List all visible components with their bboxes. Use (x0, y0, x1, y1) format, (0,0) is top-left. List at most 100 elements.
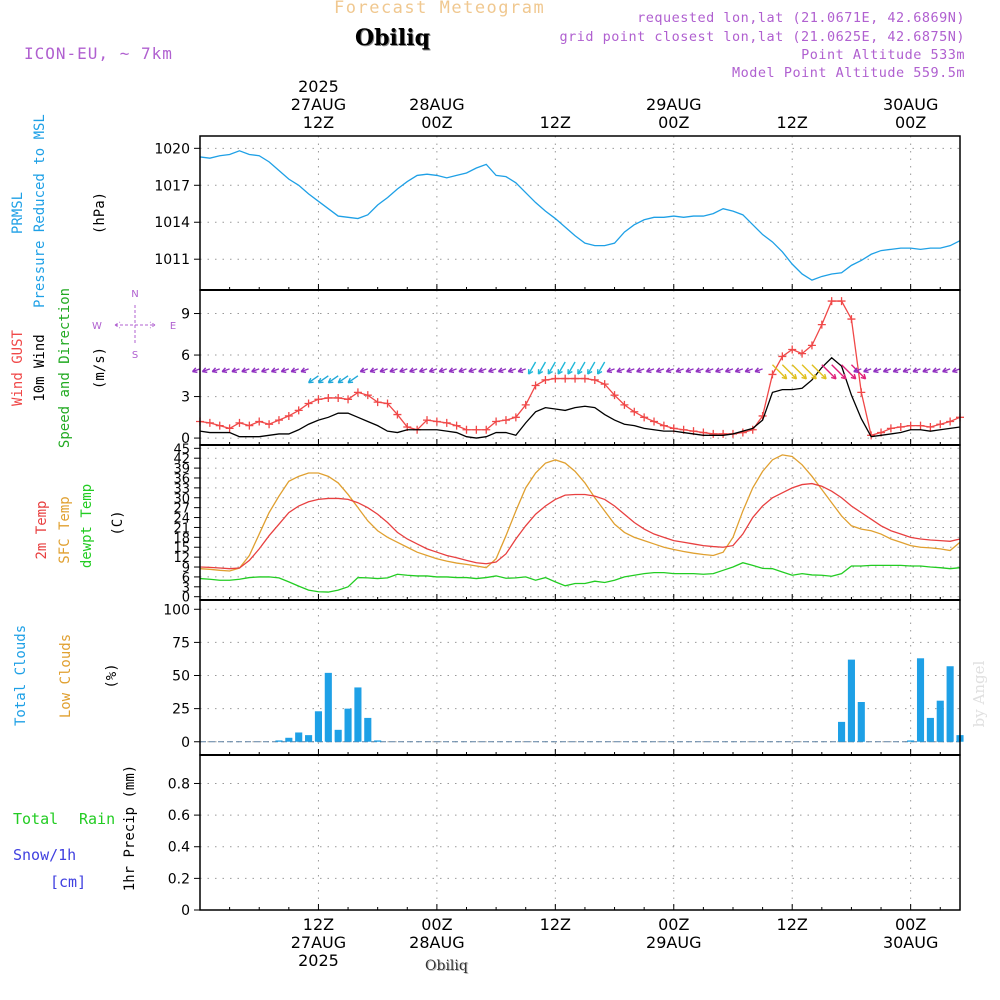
y-tick-label: 1014 (154, 215, 190, 231)
wind-arrow-head (347, 377, 354, 384)
gust-marker (867, 431, 876, 440)
wind-arrow-head (418, 367, 425, 374)
cloud-bar (344, 708, 352, 742)
wind-arrow-head (527, 369, 534, 375)
wind-arrow-head (932, 367, 938, 374)
series-line-pressure (199, 150, 961, 281)
panel-precipitation: 0 0.2 0.4 0.6 0.8 (168, 754, 961, 919)
compass-rose (114, 305, 156, 345)
panel-frame (199, 754, 961, 911)
wind-arrow (587, 361, 596, 375)
wind-arrow-head (221, 367, 228, 374)
bottom-axis-label: 27AUG (291, 933, 346, 952)
wind-arrow-head (300, 367, 307, 374)
chart-title: Forecast Meteogram (334, 0, 546, 18)
wind-arrow-head (744, 367, 751, 374)
gust-marker (324, 393, 333, 402)
gust-marker (906, 421, 915, 430)
gust-marker (383, 399, 392, 408)
series-line-2m-temp (199, 482, 961, 570)
y-tick-label: 6 (181, 348, 190, 364)
wind-arrow-head (547, 369, 553, 375)
wind-arrow-head (201, 367, 208, 374)
gust-marker (304, 399, 313, 408)
gust-marker (492, 417, 501, 426)
wind-arrow-head (892, 367, 899, 374)
wind-arrow-head (517, 367, 524, 374)
gust-marker (462, 425, 471, 434)
cloud-bar (324, 672, 332, 742)
gust-marker (946, 417, 955, 426)
wind-arrow (347, 375, 359, 384)
gust-marker (827, 297, 836, 306)
gust-marker (640, 413, 649, 422)
y-tick-label: 25 (172, 702, 190, 718)
wind-arrow-head (497, 367, 504, 374)
snow-label: Snow/1h (13, 846, 77, 864)
y-tick-label: 39 (173, 462, 190, 477)
footer-location: Obiliq (425, 958, 468, 974)
wind-arrow-head (695, 367, 701, 374)
wind-arrow-head (307, 377, 314, 384)
top-axis-label: 27AUG (291, 95, 346, 114)
wind-arrow (567, 361, 576, 375)
wind-arrow-head (577, 369, 583, 375)
y-tick-label: 50 (172, 669, 190, 685)
wind-arrow-head (251, 367, 257, 374)
gust-marker (916, 421, 925, 430)
wind-arrow-head (821, 373, 827, 380)
wind-arrow-head (537, 369, 544, 375)
wind-arrow-head (840, 373, 847, 380)
gust-marker (571, 374, 580, 383)
wind-arrow-head (754, 367, 761, 374)
gust-marker (886, 424, 895, 433)
wind-arrow (308, 375, 319, 384)
gust-marker (719, 429, 728, 438)
y-tick-label: 6 (182, 571, 190, 586)
wind-arrow-head (922, 367, 928, 374)
cloud-bar (847, 659, 855, 742)
wind-arrow-head (359, 367, 366, 374)
wind-arrow-head (801, 373, 808, 380)
model-altitude: Model Point Altitude 559.5m (732, 65, 965, 81)
wind-arrow-head (438, 367, 445, 374)
wind-arrow-head (645, 367, 652, 374)
wind-arrow-head (468, 367, 474, 374)
gust-marker (630, 407, 639, 416)
panel-pressure: 1011 1014 1017 1020 (154, 135, 961, 291)
wind-arrow (318, 375, 329, 384)
wind-arrow (841, 364, 857, 380)
wind-arrow (811, 364, 827, 380)
total-rain-label-rain: Rain (79, 810, 116, 828)
top-axis-label: 00Z (895, 113, 926, 132)
gust-marker (521, 400, 530, 409)
cloud-bar (285, 737, 293, 742)
top-axis-label: 29AUG (646, 95, 701, 114)
top-axis-label: 30AUG (883, 95, 938, 114)
panel-clouds: 0 25 50 75 100 (163, 599, 964, 756)
gust-marker (205, 418, 214, 427)
gust-marker (768, 370, 777, 379)
panel-frame (199, 599, 961, 756)
y-tick-label: 0.6 (168, 808, 190, 824)
cloud-bar (275, 740, 283, 742)
wind-arrow-head (567, 369, 573, 375)
y-tick-label: 9 (181, 307, 190, 323)
wind-arrow-head (655, 367, 662, 374)
wind-arrow-head (616, 367, 622, 374)
cloud-bar (295, 732, 303, 742)
y-tick-label: 0.4 (168, 840, 190, 856)
cloud-bar (857, 702, 865, 742)
wind-arrow-head (791, 373, 798, 380)
y-tick-label: 3 (181, 390, 190, 406)
wind-arrow-head (458, 367, 465, 374)
snow-unit-label: [cm] (50, 873, 87, 891)
gust-marker (482, 425, 491, 434)
wind-arrow-head (587, 369, 593, 375)
wind-arrow (791, 364, 807, 380)
wind-arrow-head (636, 367, 642, 374)
wind-arrow-head (317, 377, 324, 384)
gust-marker (265, 420, 274, 429)
wind-arrow-head (675, 367, 682, 374)
